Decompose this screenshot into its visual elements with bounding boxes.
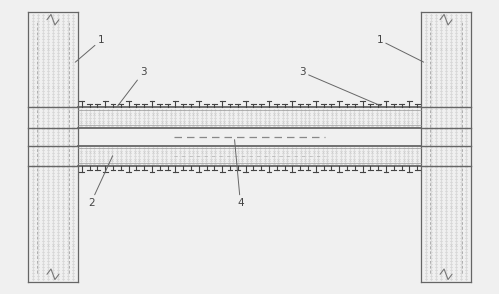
Text: 3: 3 [118, 67, 147, 106]
Text: 2: 2 [88, 156, 113, 208]
Text: 4: 4 [235, 140, 244, 208]
Text: 1: 1 [75, 35, 104, 62]
Text: 1: 1 [376, 35, 424, 62]
Text: 3: 3 [299, 67, 381, 106]
